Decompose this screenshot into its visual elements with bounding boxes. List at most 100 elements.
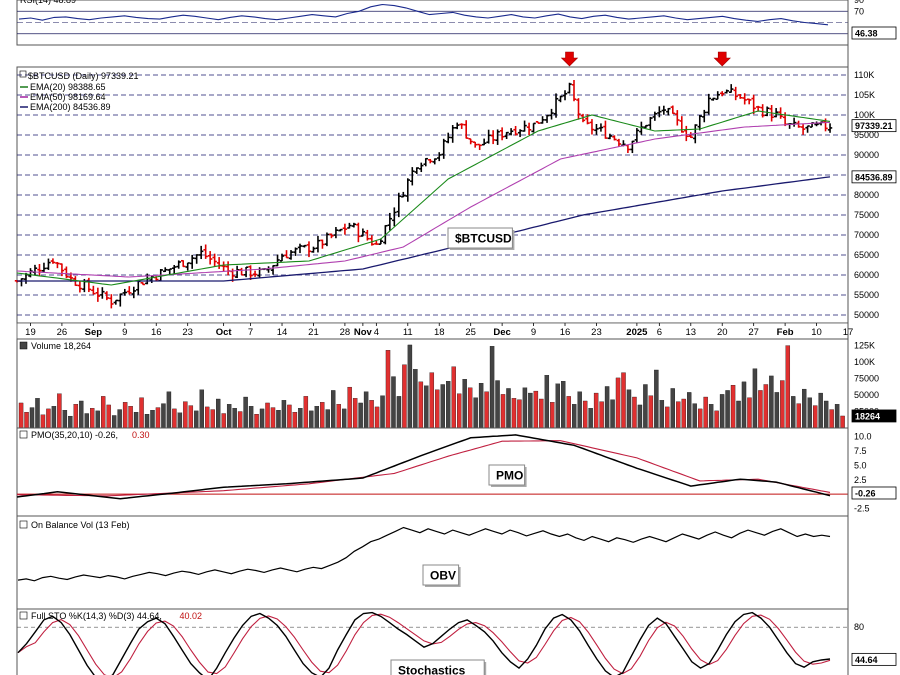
volume-label: Volume 18,264	[31, 341, 91, 351]
volume-bar	[615, 377, 621, 429]
volume-bar	[823, 400, 829, 429]
volume-bar	[369, 400, 374, 429]
volume-legend-icon	[19, 341, 28, 350]
x-tick-label: 11	[403, 327, 413, 338]
price-ohlc-bar	[392, 207, 397, 227]
obv-label: On Balance Vol (13 Feb)	[31, 520, 130, 530]
volume-bar	[506, 388, 511, 429]
price-ohlc-bar	[46, 258, 51, 270]
volume-bar	[292, 412, 298, 429]
ohlc-legend-icon	[19, 70, 27, 78]
price-ohlc-bar	[401, 191, 406, 198]
price-ohlc-bar	[28, 268, 33, 278]
volume-bar	[128, 406, 133, 429]
price-ohlc-bar	[127, 286, 132, 295]
price-ohlc-bar	[243, 266, 249, 278]
volume-bar	[533, 390, 539, 429]
price-ohlc-bar	[104, 291, 110, 301]
volume-bar	[183, 401, 188, 429]
volume-bar	[216, 398, 221, 429]
volume-bar	[166, 391, 172, 429]
volume-bar	[818, 392, 823, 429]
pmo-panel	[16, 427, 849, 517]
price-ohlc-bar	[733, 86, 738, 101]
price-ohlc-bar	[113, 299, 119, 305]
legend-entry: EMA(50) 98169.64	[30, 92, 106, 102]
volume-bar	[665, 406, 670, 429]
obv-callout-label: OBV	[430, 569, 456, 583]
price-ohlc-bar	[293, 247, 298, 256]
price-ohlc-bar	[459, 123, 464, 129]
obv-legend-icon	[19, 520, 28, 529]
volume-bar	[347, 386, 352, 429]
price-ohlc-bar	[468, 138, 473, 145]
pmo-y-tick: 5.0	[854, 460, 867, 470]
price-ohlc-bar	[702, 109, 707, 123]
price-ohlc-bar	[711, 97, 716, 101]
price-ohlc-bar	[122, 288, 128, 296]
volume-bar	[144, 414, 150, 429]
price-ohlc-bar	[715, 91, 720, 101]
volume-bar	[451, 366, 456, 429]
volume-bar	[155, 407, 161, 429]
sto-d-line	[17, 613, 831, 675]
volume-bar	[495, 380, 500, 429]
price-ohlc-bar	[311, 246, 316, 253]
ema200-line	[17, 176, 831, 282]
pmo-label: PMO(35,20,10) -0.26,	[31, 430, 118, 440]
volume-bar	[500, 394, 506, 429]
x-tick-label: 14	[277, 327, 288, 338]
price-ohlc-bar	[302, 244, 307, 248]
ema50-line	[16, 121, 831, 278]
rsi-label: RSI(14) 48.89	[20, 0, 76, 5]
price-ohlc-bar	[472, 141, 478, 148]
volume-bar	[79, 400, 84, 429]
volume-bar	[309, 410, 314, 429]
x-tick-label: 9	[122, 327, 127, 338]
volume-bar	[139, 397, 144, 429]
price-ohlc-bar	[576, 98, 581, 120]
volume-bar	[681, 398, 686, 429]
price-y-tick: 50000	[854, 310, 879, 320]
volume-bar	[424, 385, 429, 429]
volume-bar	[752, 368, 758, 429]
price-ohlc-bar	[419, 162, 424, 173]
price-ohlc-bar	[369, 235, 375, 246]
price-ohlc-bar	[167, 268, 172, 275]
volume-bar	[697, 408, 703, 429]
price-ohlc-bar	[64, 266, 69, 279]
rsi-last-value-tag-box	[851, 26, 897, 40]
symbol-callout-label: $BTCUSD	[455, 232, 512, 246]
sto-callout-box	[390, 659, 485, 675]
volume-bar	[555, 383, 560, 429]
volume-bar	[802, 388, 807, 429]
volume-bar	[358, 402, 363, 429]
volume-bar	[380, 395, 385, 429]
x-tick-label: Sep	[85, 327, 103, 338]
pmo-last-tag-box	[851, 486, 897, 500]
volume-bar	[643, 384, 648, 429]
price-y-tick: 75000	[854, 210, 879, 220]
price-y-tick: 65000	[854, 250, 879, 260]
volume-bar	[791, 396, 796, 429]
price-ohlc-bar	[365, 229, 370, 241]
price-ohlc-bar	[553, 93, 559, 118]
volume-bar	[188, 405, 194, 429]
volume-bar	[172, 408, 177, 429]
volume-bar	[29, 407, 35, 429]
pmo-line	[16, 434, 831, 500]
x-tick-label: 27	[748, 327, 759, 338]
pmo-last-tag: -0.26	[851, 486, 897, 500]
price-ohlc-bar	[50, 258, 56, 264]
price-ohlc-bar	[612, 135, 617, 141]
volume-bar	[648, 395, 654, 429]
sto-callout-label: Stochastics	[398, 664, 466, 675]
price-ohlc-bar	[441, 138, 446, 159]
rsi-last-value-tag: 46.38	[851, 26, 897, 40]
price-ohlc-bar	[207, 251, 213, 265]
volume-bar	[194, 410, 199, 429]
volume-bar	[456, 393, 462, 429]
pmo-y-tick: 2.5	[854, 475, 867, 485]
volume-bar	[385, 350, 391, 429]
volume-bar	[391, 376, 396, 429]
